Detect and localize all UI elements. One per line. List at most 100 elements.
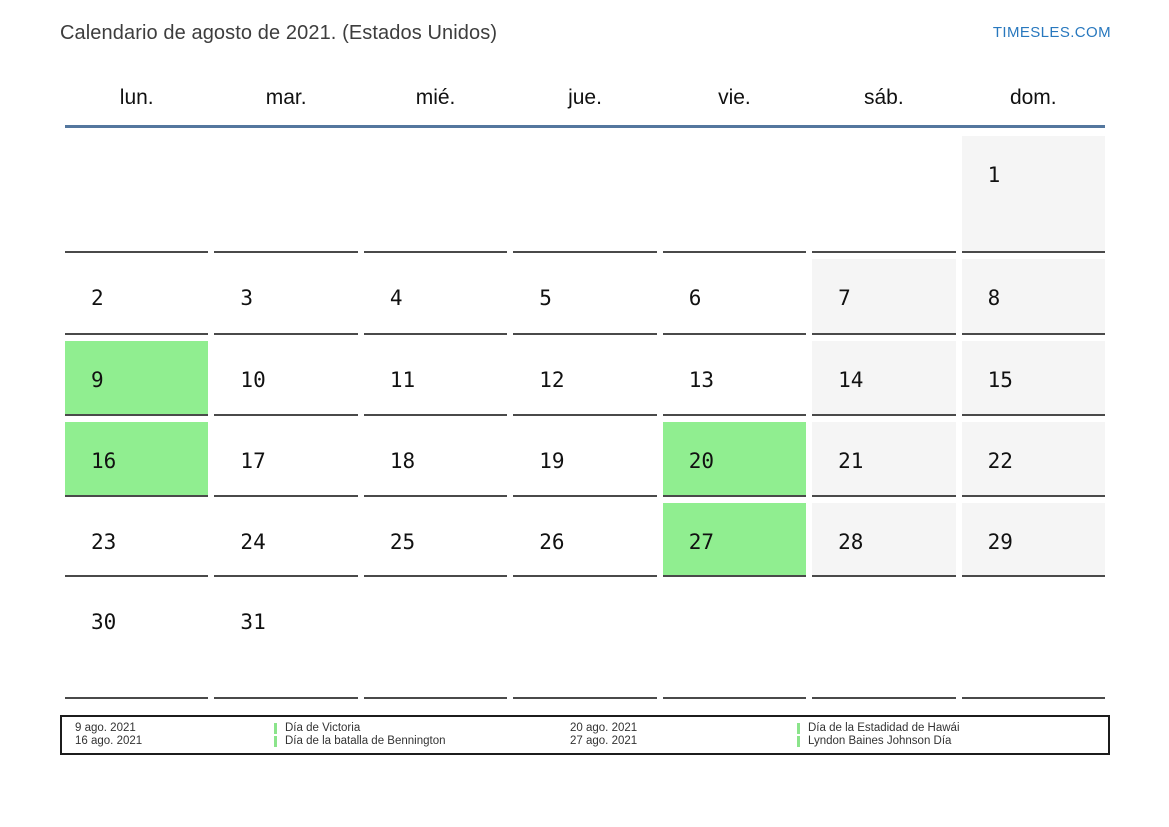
day-cell: 21: [812, 422, 956, 497]
day-cell: 16: [65, 422, 209, 497]
day-cell: 5: [513, 259, 657, 335]
day-cell: 24: [214, 503, 358, 577]
day-cell: 11: [363, 341, 508, 416]
day-cell: 25: [363, 503, 508, 577]
day-number: 25: [389, 530, 416, 554]
weekday-header-row: lun. mar. mié. jue. vie. sáb. dom.: [65, 86, 1105, 128]
day-number: 12: [539, 368, 565, 392]
day-number: 6: [688, 286, 702, 310]
day-number: 17: [240, 449, 266, 473]
day-cell: 14: [812, 341, 956, 416]
legend-dates-column: 20 ago. 2021 27 ago. 2021: [570, 722, 797, 749]
day-cell: 15: [961, 341, 1105, 416]
day-cell: [214, 136, 358, 253]
day-cell: 9: [65, 341, 209, 416]
day-number: 23: [91, 530, 117, 554]
day-number: 30: [91, 610, 117, 634]
day-cell: 6: [662, 259, 807, 335]
day-cell: 1: [961, 136, 1105, 253]
legend-date: 16 ago. 2021: [75, 735, 143, 747]
holiday-marker-icon: [797, 722, 800, 734]
day-number: 22: [987, 449, 1013, 473]
weekday-label: jue.: [568, 86, 602, 109]
day-cell: [363, 583, 508, 699]
day-number: 13: [688, 368, 714, 392]
weekday-label: mié.: [415, 86, 456, 109]
day-number: 11: [389, 368, 416, 392]
day-cell: 18: [363, 422, 508, 497]
day-cell: [662, 583, 807, 699]
day-cell: [812, 136, 956, 253]
day-number: 24: [240, 530, 266, 554]
day-number: 31: [240, 610, 266, 634]
calendar-page: Calendario de agosto de 2021. (Estados U…: [0, 0, 1169, 755]
day-cell: [513, 583, 657, 699]
day-number: 15: [987, 368, 1013, 392]
weekday-label: mar.: [265, 86, 307, 109]
day-cell: 31: [214, 583, 358, 699]
day-number: 2: [91, 286, 104, 310]
day-cell: [363, 136, 508, 253]
day-number: 20: [688, 449, 714, 473]
day-number: 27: [688, 530, 714, 554]
day-cell: 13: [662, 341, 807, 416]
calendar-grid: 1 2 3 4 5 6 7 8 9 10 11 12 13 14 15 16 17 18 19 20 21 22 23 24 2…: [65, 136, 1105, 699]
day-number: 5: [539, 286, 552, 310]
day-number: 8: [987, 286, 1001, 310]
day-number: 1: [987, 163, 1001, 187]
day-cell: 12: [513, 341, 657, 416]
weekday-label: vie.: [718, 86, 751, 109]
day-number: 9: [91, 368, 104, 392]
legend-event-name: Día de la batalla de Bennington: [285, 735, 446, 747]
legend-date: 20 ago. 2021: [570, 721, 638, 734]
legend-event: Día de la batalla de Bennington: [274, 735, 570, 749]
day-cell: 2: [65, 259, 209, 335]
legend-date: 9 ago. 2021: [75, 721, 136, 734]
day-number: 28: [838, 530, 864, 554]
day-number: 19: [539, 449, 565, 473]
day-number: 7: [838, 286, 851, 310]
day-cell: 4: [363, 259, 508, 335]
day-number: 10: [240, 368, 266, 392]
day-cell: 27: [662, 503, 807, 577]
day-cell: [662, 136, 807, 253]
legend-box: 9 ago. 2021 16 ago. 2021 Día de Victoria Dí…: [60, 715, 1110, 755]
day-cell: 28: [812, 503, 956, 577]
day-cell: 26: [513, 503, 657, 577]
legend-event-name: Día de Victoria: [285, 721, 361, 734]
day-cell: 7: [812, 259, 956, 335]
day-number: 26: [539, 530, 565, 554]
day-number: 21: [838, 449, 864, 473]
header-bar: Calendario de agosto de 2021. (Estados U…: [0, 0, 1169, 45]
weekday-label: dom.: [1009, 86, 1057, 109]
day-number: 29: [987, 530, 1013, 554]
brand-link[interactable]: TIMESLES.COM: [992, 24, 1111, 41]
day-cell: [513, 136, 657, 253]
legend-events-column: Día de la Estadidad de Hawái Lyndon Baine…: [797, 722, 1108, 749]
day-cell: 8: [961, 259, 1105, 335]
holiday-marker-icon: [274, 722, 277, 734]
day-cell: 17: [214, 422, 358, 497]
page-title: Calendario de agosto de 2021. (Estados U…: [60, 22, 498, 44]
day-cell: 3: [214, 259, 358, 335]
legend-event: Día de Victoria: [274, 722, 570, 736]
day-number: 3: [240, 286, 254, 310]
weekday-label: sáb.: [864, 86, 904, 109]
holiday-marker-icon: [797, 736, 800, 748]
day-number: 18: [389, 449, 416, 473]
legend-event: Lyndon Baines Johnson Día: [797, 735, 1108, 749]
day-number: 16: [91, 449, 117, 473]
day-cell: 10: [214, 341, 358, 416]
legend-event-name: Lyndon Baines Johnson Día: [808, 735, 952, 747]
day-cell: 22: [961, 422, 1105, 497]
legend-events-column: Día de Victoria Día de la batalla de Benn…: [274, 722, 570, 749]
day-cell: 29: [961, 503, 1105, 577]
day-cell: [961, 583, 1105, 699]
day-cell: 30: [65, 583, 209, 699]
day-cell: 23: [65, 503, 209, 577]
holiday-marker-icon: [274, 736, 277, 748]
legend-event-name: Día de la Estadidad de Hawái: [808, 721, 960, 734]
day-number: 4: [389, 286, 403, 310]
legend-dates-column: 9 ago. 2021 16 ago. 2021: [75, 722, 274, 749]
day-cell: 20: [662, 422, 807, 497]
